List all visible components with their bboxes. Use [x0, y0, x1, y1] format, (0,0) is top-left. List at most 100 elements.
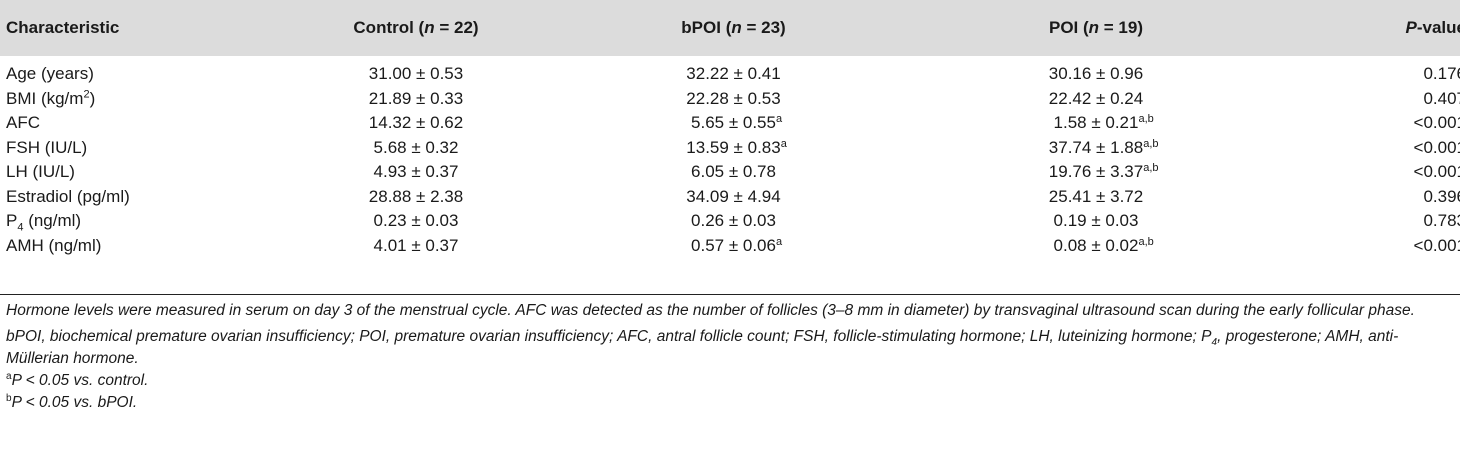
poi-value: 37.74 ± 1.88	[1048, 137, 1144, 157]
bpoi-value: 5.65 ± 0.55	[691, 113, 776, 132]
poi-value-cell: 22.42 ± 0.24	[916, 87, 1276, 112]
footnote-a-text: P < 0.05 vs. control.	[11, 372, 149, 389]
characteristic-label: Age (years)	[6, 64, 94, 83]
footnote-abbr-text: bPOI, biochemical premature ovarian insu…	[6, 328, 1212, 345]
poi-value-wrap: 0.19 ± 0.03	[1054, 209, 1139, 234]
table-row: BMI (kg/m2) 21.89 ± 0.33 22.28 ± 0.53 22.42…	[0, 87, 1460, 112]
table-row: Estradiol (pg/ml) 28.88 ± 2.38 34.09 ± 4.9…	[0, 185, 1460, 210]
footnote-abbreviations: bPOI, biochemical premature ovarian insu…	[6, 326, 1456, 370]
footnote-b-text: P < 0.05 vs. bPOI.	[11, 394, 138, 411]
characteristic-label: Estradiol (pg/ml)	[6, 186, 130, 206]
characteristic-label: P	[6, 211, 18, 230]
bpoi-value-cell: 5.65 ± 0.55 a	[551, 111, 916, 136]
poi-value-wrap: 1.58 ± 0.21 a,b	[1053, 113, 1154, 132]
control-value: 28.88 ± 2.38	[368, 186, 464, 206]
bpoi-value: 34.09 ± 4.94	[686, 186, 781, 206]
table-row: AFC 14.32 ± 0.62 5.65 ± 0.55 a 1.58 ± 0.21 a,…	[0, 111, 1460, 136]
bpoi-value-wrap: 13.59 ± 0.83 a	[686, 137, 787, 157]
footnote-abbr-post: , progesterone; AMH, anti-Müllerian horm…	[6, 328, 1399, 367]
table-row: P4 (ng/ml) 0.23 ± 0.03 0.26 ± 0.03 0.19 ± 0…	[0, 209, 1460, 234]
p-value: <0.001	[1413, 113, 1460, 132]
bpoi-value-wrap: 6.05 ± 0.78	[691, 160, 776, 185]
p-value-cell: <0.001	[1276, 111, 1460, 136]
header-characteristic-label: Characteristic	[6, 18, 120, 37]
table-bottom-rule	[0, 294, 1460, 295]
bpoi-value-wrap: 5.65 ± 0.55 a	[691, 113, 783, 132]
characteristic-label: LH (IU/L)	[6, 162, 75, 181]
poi-value: 0.08 ± 0.02	[1053, 235, 1139, 255]
table-body: Age (years) 31.00 ± 0.53 32.22 ± 0.41 30.16…	[0, 56, 1460, 262]
control-value-cell: 14.32 ± 0.62	[281, 111, 551, 136]
p-value-cell: 0.783	[1276, 209, 1460, 234]
bpoi-value-cell: 32.22 ± 0.41	[551, 56, 916, 87]
bpoi-value: 22.28 ± 0.53	[686, 88, 781, 108]
poi-value: 19.76 ± 3.37	[1048, 162, 1144, 181]
poi-value-wrap: 30.16 ± 0.96	[1049, 62, 1143, 87]
control-value-cell: 31.00 ± 0.53	[281, 56, 551, 87]
p-value-cell: 0.396	[1276, 185, 1460, 210]
bpoi-value-cell: 0.57 ± 0.06 a	[551, 234, 916, 263]
footnote-a-mark: a	[6, 370, 12, 382]
table-row: LH (IU/L) 4.93 ± 0.37 6.05 ± 0.78 19.76 ± 3…	[0, 160, 1460, 185]
characteristic-label-suffix: (ng/ml)	[23, 211, 82, 230]
control-value-cell: 21.89 ± 0.33	[281, 87, 551, 112]
characteristic-cell: Estradiol (pg/ml)	[0, 185, 281, 210]
poi-value-cell: 1.58 ± 0.21 a,b	[916, 111, 1276, 136]
table-row: AMH (ng/ml) 4.01 ± 0.37 0.57 ± 0.06 a 0.08 ±…	[0, 234, 1460, 263]
characteristic-cell: AMH (ng/ml)	[0, 234, 281, 263]
p-value: 0.396	[1423, 186, 1460, 206]
characteristic-cell: Age (years)	[0, 56, 281, 87]
characteristic-label-suffix: )	[89, 88, 96, 108]
control-value: 14.32 ± 0.62	[368, 113, 464, 132]
footnote-a: aP < 0.05 vs. control.	[6, 370, 1456, 392]
bpoi-value-cell: 13.59 ± 0.83 a	[551, 136, 916, 161]
header-bpoi: bPOI (n = 23)	[551, 0, 916, 56]
control-value: 31.00 ± 0.53	[368, 64, 464, 83]
table-row: Age (years) 31.00 ± 0.53 32.22 ± 0.41 30.16…	[0, 56, 1460, 87]
control-value: 4.01 ± 0.37	[373, 235, 459, 255]
characteristic-cell: FSH (IU/L)	[0, 136, 281, 161]
p-value-cell: <0.001	[1276, 234, 1460, 263]
poi-value-cell: 0.08 ± 0.02 a,b	[916, 234, 1276, 263]
bpoi-value: 0.57 ± 0.06	[691, 235, 776, 255]
poi-value-cell: 25.41 ± 3.72	[916, 185, 1276, 210]
header-p-italic: P	[1405, 18, 1417, 37]
poi-value-cell: 0.19 ± 0.03	[916, 209, 1276, 234]
bpoi-value-wrap: 0.57 ± 0.06 a	[691, 235, 783, 255]
p-value-cell: <0.001	[1276, 160, 1460, 185]
bpoi-value: 6.05 ± 0.78	[691, 162, 776, 181]
poi-value: 30.16 ± 0.96	[1048, 64, 1144, 83]
characteristic-cell: P4 (ng/ml)	[0, 209, 281, 234]
characteristic-superscript: 2	[83, 87, 90, 100]
control-value-cell: 0.23 ± 0.03	[281, 209, 551, 234]
poi-value-wrap: 22.42 ± 0.24	[1049, 87, 1143, 112]
bpoi-value: 13.59 ± 0.83	[686, 137, 781, 157]
bpoi-value-cell: 6.05 ± 0.78	[551, 160, 916, 185]
bpoi-value-wrap: 0.26 ± 0.03	[691, 209, 776, 234]
control-value-cell: 4.93 ± 0.37	[281, 160, 551, 185]
header-poi-post: = 19)	[1099, 18, 1143, 37]
poi-value: 1.58 ± 0.21	[1053, 113, 1139, 132]
poi-value-cell: 19.76 ± 3.37 a,b	[916, 160, 1276, 185]
table-header: Characteristic Control (n = 22) bPOI (n …	[0, 0, 1460, 56]
poi-value-wrap: 19.76 ± 3.37 a,b	[1048, 162, 1159, 181]
footnote-general: Hormone levels were measured in serum on…	[6, 302, 1415, 319]
p-value: <0.001	[1413, 137, 1460, 157]
p-value: 0.176	[1423, 64, 1460, 83]
poi-value: 25.41 ± 3.72	[1048, 186, 1144, 206]
header-row: Characteristic Control (n = 22) bPOI (n …	[0, 0, 1460, 56]
p-value: <0.001	[1413, 162, 1460, 181]
poi-value: 22.42 ± 0.24	[1048, 88, 1144, 108]
bpoi-value-wrap: 34.09 ± 4.94	[686, 185, 780, 210]
header-p-value: P-value	[1276, 0, 1460, 56]
p-value: 0.783	[1423, 211, 1460, 230]
characteristic-label: AMH (ng/ml)	[6, 235, 102, 255]
poi-value: 0.19 ± 0.03	[1053, 211, 1139, 230]
characteristic-cell: LH (IU/L)	[0, 160, 281, 185]
characteristic-cell: AFC	[0, 111, 281, 136]
footnote-b-mark: b	[6, 392, 12, 404]
footnote-b: bP < 0.05 vs. bPOI.	[6, 392, 1456, 414]
p-value-cell: 0.176	[1276, 56, 1460, 87]
table-row: FSH (IU/L) 5.68 ± 0.32 13.59 ± 0.83 a 37.74 …	[0, 136, 1460, 161]
header-bpoi-n: n	[731, 18, 742, 37]
